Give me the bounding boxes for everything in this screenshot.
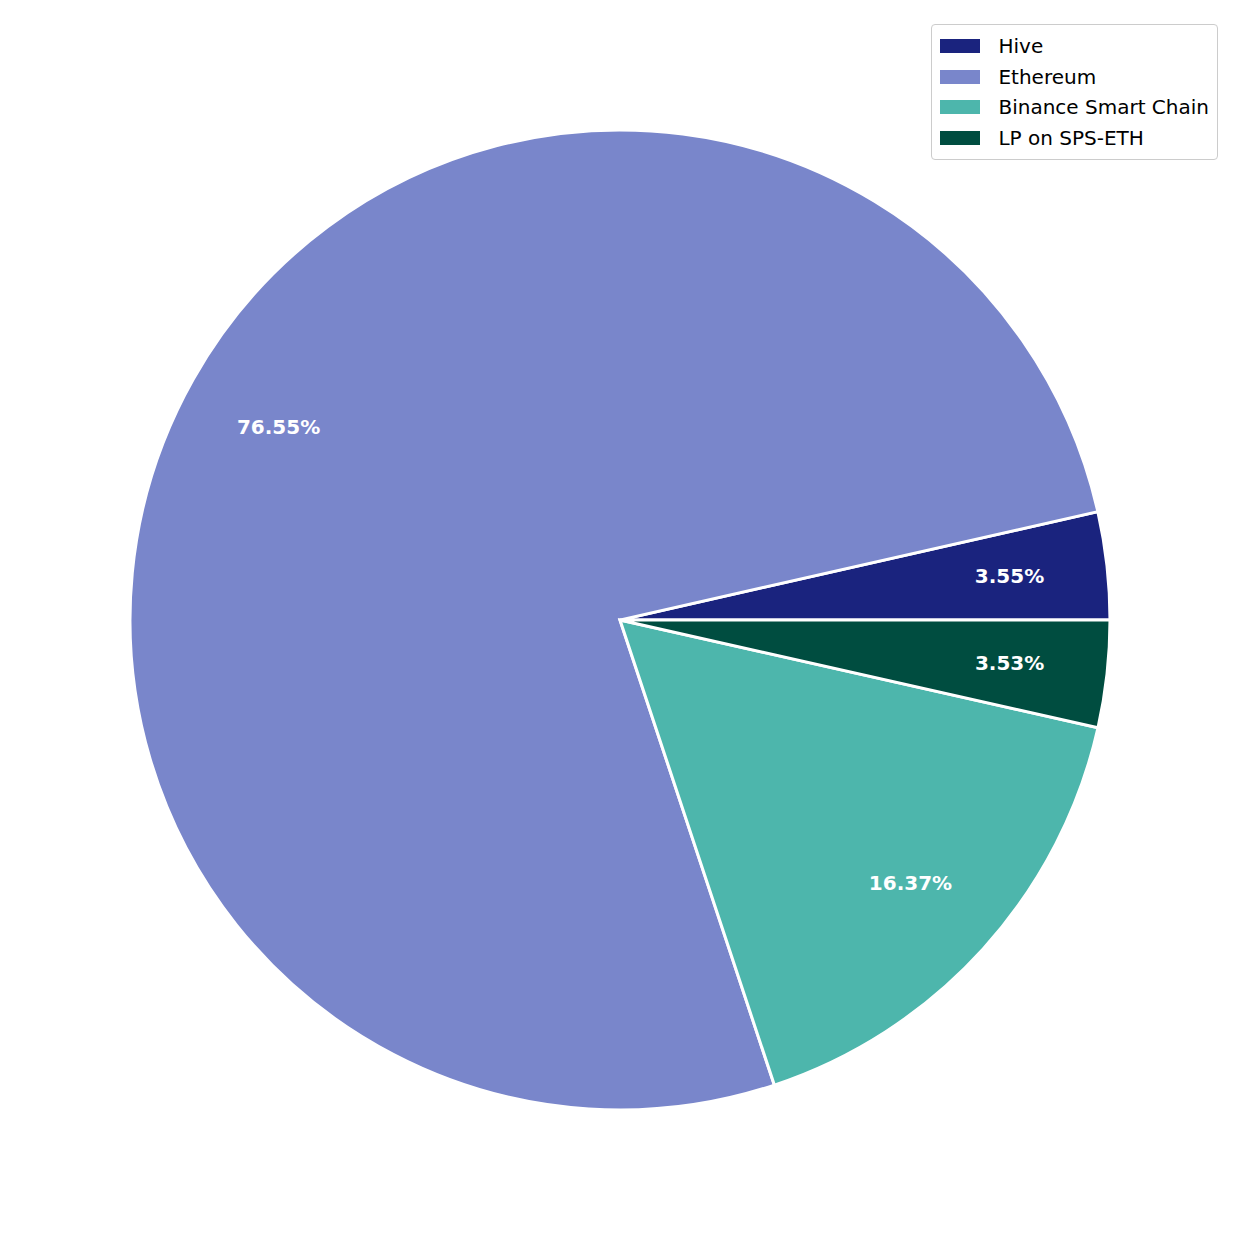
html-text:Hive: Hive xyxy=(998,34,1044,59)
html-text:Ethereum: Ethereum xyxy=(998,64,1097,89)
html-text:LP on SPS-ETH: LP on SPS-ETH xyxy=(998,125,1144,150)
html-text:Binance Smart Chain: Binance Smart Chain xyxy=(998,95,1209,120)
svg-text:3.53%: 3.53% xyxy=(975,651,1044,675)
svg-text:16.37%: 16.37% xyxy=(869,871,952,895)
svg-text:76.55%: 76.55% xyxy=(237,415,320,439)
svg-text:3.55%: 3.55% xyxy=(975,564,1044,588)
